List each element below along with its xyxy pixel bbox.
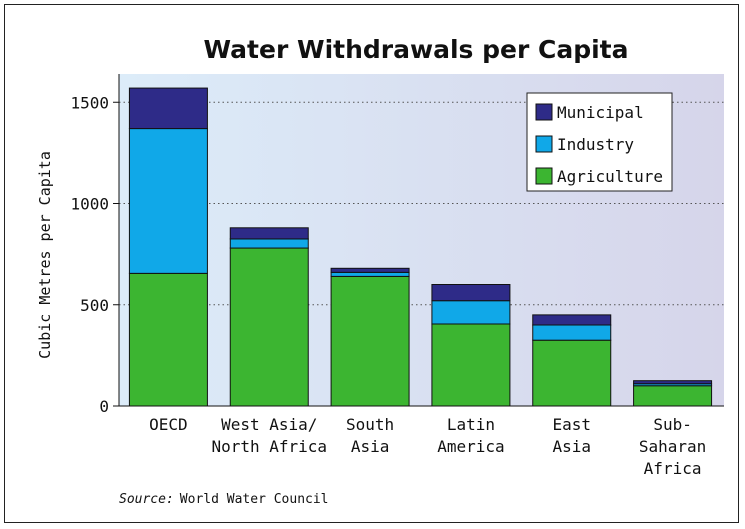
x-tick-label: South Asia <box>346 415 394 456</box>
legend-label-agriculture: Agriculture <box>557 167 663 186</box>
legend-label-municipal: Municipal <box>557 103 644 122</box>
bar-segment-agriculture <box>431 323 511 407</box>
bar-segment-municipal <box>633 380 713 385</box>
chart-frame: Water Withdrawals per Capita 0 500 1000 150… <box>4 4 739 523</box>
bar-segment-agriculture <box>633 385 713 407</box>
x-tick-label: Latin America <box>437 415 504 456</box>
y-tick-label: 1000 <box>70 195 109 214</box>
source-text: World Water Council <box>180 492 329 507</box>
bar-segment-agriculture <box>128 272 208 407</box>
bar-segment-industry <box>128 128 208 274</box>
legend-swatch-industry <box>535 135 553 153</box>
bar-segment-industry <box>229 238 309 249</box>
legend-swatch-municipal <box>535 103 553 121</box>
bar-segment-industry <box>431 300 511 325</box>
legend: Municipal Industry Agriculture <box>526 92 673 192</box>
y-ticks: 0 500 1000 1500 <box>70 93 119 416</box>
legend-swatch-agriculture <box>535 167 553 185</box>
bar-segment-agriculture <box>229 247 309 407</box>
source-label: Source: <box>119 492 174 507</box>
bar-segment-industry <box>532 324 612 341</box>
y-tick-label: 1500 <box>70 93 109 112</box>
x-tick-label: East Asia <box>552 415 591 456</box>
y-axis-label: Cubic Metres per Capita <box>36 151 54 359</box>
source-note: Source: World Water Council <box>119 492 329 507</box>
x-tick-label: Sub-Saharan Africa <box>639 415 706 478</box>
bar-segment-municipal <box>431 284 511 302</box>
x-tick-label: OECD <box>149 415 188 434</box>
legend-label-industry: Industry <box>557 135 634 154</box>
bar-segment-municipal <box>330 267 410 273</box>
x-labels: OECD West Asia/North Africa South Asia Latin… <box>149 415 706 478</box>
y-tick-label: 500 <box>80 296 109 315</box>
chart-title: Water Withdrawals per Capita <box>204 35 629 64</box>
bar-segment-industry <box>330 271 410 277</box>
bar-segment-municipal <box>128 87 208 130</box>
bars <box>128 87 713 407</box>
bar-segment-municipal <box>229 227 309 240</box>
bar-segment-agriculture <box>532 339 612 407</box>
x-tick-label: West Asia/North Africa <box>211 415 327 456</box>
bar-segment-municipal <box>532 314 612 326</box>
bar-segment-agriculture <box>330 275 410 407</box>
stacked-bar-chart: Water Withdrawals per Capita 0 500 1000 150… <box>36 35 724 507</box>
y-tick-label: 0 <box>99 397 109 416</box>
